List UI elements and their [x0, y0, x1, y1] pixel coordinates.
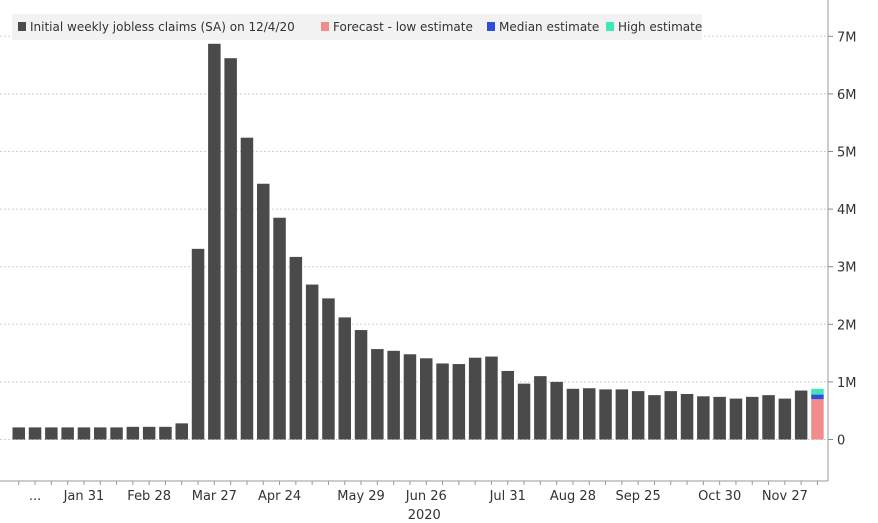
forecast-high-bar [811, 388, 824, 395]
x-tick-label: Sep 25 [616, 489, 661, 504]
y-tick-label: 1M [837, 376, 857, 391]
claims-bar [273, 217, 286, 440]
legend-swatch [487, 22, 495, 31]
y-tick-label: 7M [837, 30, 857, 45]
legend: Initial weekly jobless claims (SA) on 12… [12, 14, 702, 40]
claims-bar [517, 383, 531, 440]
y-tick-label: 3M [837, 261, 857, 276]
claims-bar [762, 395, 775, 440]
claims-bar [534, 376, 547, 440]
legend-label: Initial weekly jobless claims (SA) on 12… [30, 20, 295, 34]
claims-bar [697, 396, 710, 440]
legend-swatch [321, 22, 329, 31]
legend-swatch [18, 22, 26, 31]
claims-bar [501, 370, 514, 440]
x-tick-label: Nov 27 [762, 489, 808, 504]
claims-bar [208, 43, 221, 440]
claims-bar [664, 391, 677, 440]
x-axis-ticks: ... Jan 31 Feb 28 Mar 27 Apr 24 May 29 Jun 26 J… [18, 481, 818, 523]
claims-bar [599, 389, 612, 440]
claims-bar [45, 427, 58, 440]
legend-label: Forecast - low estimate [333, 20, 473, 34]
x-tick-label: Mar 27 [192, 489, 237, 504]
forecast-median-bar [811, 394, 824, 400]
claims-bar [224, 58, 237, 440]
claims-bar [729, 398, 743, 440]
y-tick-label: 4M [837, 203, 857, 218]
claims-bar [257, 183, 270, 440]
claims-bar [615, 389, 629, 440]
x-tick-label: May 29 [337, 489, 385, 504]
bars [12, 43, 824, 440]
x-tick-label: ... [29, 489, 41, 504]
claims-bar [387, 350, 400, 440]
claims-bar [583, 388, 596, 440]
x-tick-label: Jul 31 [489, 489, 526, 504]
claims-bar [110, 427, 123, 440]
legend-label: High estimate [618, 20, 702, 34]
claims-bar [403, 354, 417, 440]
claims-bar [305, 284, 319, 440]
claims-bar [371, 349, 384, 440]
claims-bar [550, 381, 563, 440]
forecast-low-bar [811, 399, 824, 440]
claims-bar [680, 393, 694, 440]
claims-bar [436, 363, 449, 440]
legend-swatch [606, 22, 614, 31]
claims-bar [12, 427, 25, 440]
claims-bar [338, 317, 351, 440]
claims-bar [746, 396, 759, 440]
claims-bar [126, 426, 140, 440]
y-tick-label: 0 [837, 434, 845, 449]
x-tick-label: Aug 28 [550, 489, 596, 504]
y-tick-label: 2M [837, 318, 857, 333]
claims-bar [289, 256, 303, 440]
claims-bar [452, 364, 466, 440]
y-axis-ticks: 7M 6M 5M 4M 3M 2M 1M 0 [828, 30, 857, 449]
x-tick-label: Oct 30 [698, 489, 741, 504]
claims-bar [94, 427, 107, 440]
x-tick-label: Jan 31 [63, 489, 105, 504]
legend-label: Median estimate [499, 20, 599, 34]
claims-bar [468, 357, 482, 440]
claims-bar [778, 398, 792, 440]
grid-lines [0, 35, 828, 440]
claims-bar [175, 423, 188, 440]
claims-bar [485, 356, 498, 440]
claims-bar [713, 396, 726, 440]
claims-bar [322, 298, 335, 440]
x-tick-label: Feb 28 [127, 489, 171, 504]
legend-background [12, 14, 702, 40]
claims-bar [566, 388, 580, 440]
x-tick-label: Apr 24 [258, 489, 301, 504]
claims-bar [354, 330, 368, 440]
claims-bar [142, 426, 156, 440]
claims-bar [159, 426, 172, 440]
claims-bar [420, 358, 433, 440]
y-tick-label: 6M [837, 88, 857, 103]
claims-bar [191, 248, 205, 440]
y-tick-label: 5M [837, 146, 857, 161]
claims-bar [240, 137, 254, 440]
claims-bar [631, 391, 645, 440]
claims-bar [77, 427, 91, 440]
claims-bar [794, 390, 808, 440]
claims-bar [61, 427, 74, 440]
claims-bar [28, 427, 42, 440]
x-tick-label: Jun 26 [405, 489, 447, 504]
x-year-label: 2020 [408, 508, 441, 523]
claims-bar [648, 395, 661, 440]
